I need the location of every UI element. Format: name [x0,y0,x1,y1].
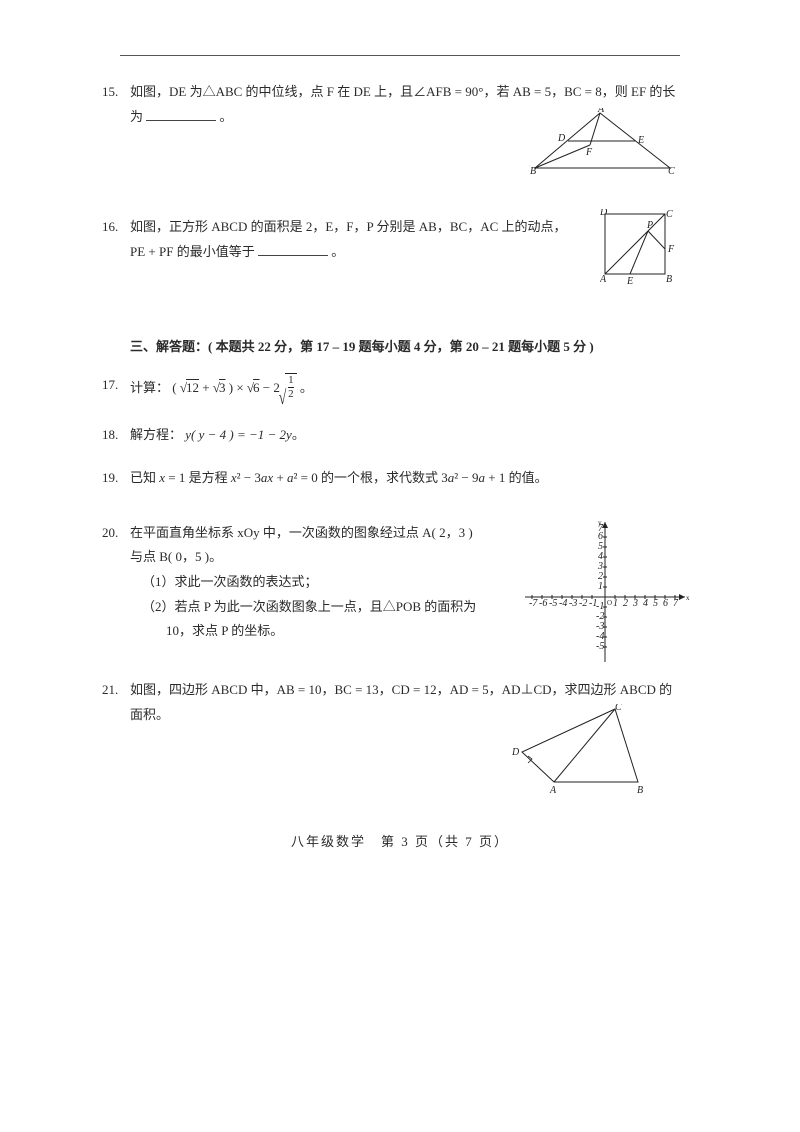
svg-text:E: E [637,135,644,146]
answer-blank [146,107,216,121]
page-footer: 八年级数学 第 3 页（共 7 页） [0,830,800,855]
subpart-2b: 10，求点 P 的坐标。 [130,619,500,644]
section-heading: 三、解答题：( 本题共 22 分，第 17 – 19 题每小题 4 分，第 20… [130,335,680,360]
svg-text:5: 5 [598,541,603,552]
svg-text:-6: -6 [539,598,547,609]
svg-text:1: 1 [613,598,618,609]
problem-number: 16. [102,215,118,240]
svg-text:5: 5 [653,598,658,609]
problem-text-line2: 与点 B( 0，5 )。 [130,545,500,570]
problem-number: 17. [102,373,118,398]
svg-text:2: 2 [598,571,603,582]
problem-number: 20. [102,521,118,546]
svg-text:B: B [637,785,643,796]
answer-blank [258,242,328,256]
svg-text:2: 2 [623,598,628,609]
problem-19: 19. 已知 x = 1 是方程 x² − 3ax + a² = 0 的一个根，… [130,466,680,491]
expression: y( y − 4 ) = −1 − 2y。 [185,427,305,442]
svg-text:4: 4 [643,598,648,609]
svg-text:C: C [615,704,622,713]
problem-21: 21. 如图，四边形 ABCD 中，AB = 10，BC = 13，CD = 1… [130,678,680,727]
svg-text:B: B [530,166,536,177]
svg-text:D: D [511,747,520,758]
problem-number: 19. [102,466,118,491]
svg-text:D: D [600,209,608,218]
page: 15. 如图，DE 为△ABC 的中位线，点 F 在 DE 上，且∠AFB = … [0,0,800,1132]
top-rule [120,55,680,56]
svg-text:-5: -5 [549,598,557,609]
problem-16: 16. 如图，正方形 ABCD 的面积是 2，E，F，P 分别是 AB，BC，A… [130,215,680,306]
problem-18: 18. 解方程： y( y − 4 ) = −1 − 2y。 [130,423,680,448]
svg-text:A: A [597,108,605,115]
svg-text:1: 1 [598,581,603,592]
svg-text:-2: -2 [579,598,587,609]
problem-text: 已知 x = 1 是方程 x² − 3ax + a² = 0 的一个根，求代数式… [130,470,548,485]
problem-text-line1: 如图，正方形 ABCD 的面积是 2，E，F，P 分别是 AB，BC，AC 上的… [130,215,680,240]
svg-text:-4: -4 [559,598,567,609]
svg-text:C: C [666,209,673,220]
svg-text:4: 4 [598,551,603,562]
problem-text-line2: PE + PF 的最小值等于 。 [130,240,680,265]
svg-text:C: C [668,166,675,177]
svg-text:B: B [666,274,672,285]
svg-text:7: 7 [598,523,604,534]
svg-text:P: P [646,220,653,231]
svg-text:3: 3 [597,561,603,572]
svg-text:O: O [607,599,612,607]
problem-20: 20. 在平面直角坐标系 xOy 中，一次函数的图象经过点 A( 2，3 ) 与… [130,521,680,644]
problem-15: 15. 如图，DE 为△ABC 的中位线，点 F 在 DE 上，且∠AFB = … [130,80,680,189]
svg-text:6: 6 [663,598,668,609]
svg-text:D: D [557,133,566,144]
svg-text:7: 7 [673,598,679,609]
svg-text:E: E [626,276,633,287]
solve-label: 解方程： [130,427,182,442]
problem-text-line1: 在平面直角坐标系 xOy 中，一次函数的图象经过点 A( 2，3 ) [130,521,500,546]
svg-text:A: A [600,274,607,285]
figure-q20: x y O -7-6-5 -4-3-2 -1 123 456 7 123 456… [520,517,690,676]
problem-text-line1: 如图，四边形 ABCD 中，AB = 10，BC = 13，CD = 12，AD… [130,678,680,703]
problem-number: 15. [102,80,118,105]
svg-text:A: A [549,785,557,796]
subpart-1: （1）求此一次函数的表达式； [130,570,500,595]
problem-number: 21. [102,678,118,703]
svg-text:F: F [667,244,675,255]
svg-text:F: F [585,147,593,158]
subpart-2a: （2）若点 P 为此一次函数图象上一点，且△POB 的面积为 [130,595,500,620]
figure-q21: A B C D [510,704,650,805]
svg-text:-7: -7 [529,598,538,609]
svg-text:-3: -3 [569,598,577,609]
problem-number: 18. [102,423,118,448]
figure-q16: D C A B E F P [600,209,680,296]
figure-q15: A B C D E F [530,108,680,187]
svg-text:3: 3 [632,598,638,609]
expression: ( 12 + 3 ) × 6 − 2 √ 1 2 。 [172,380,313,395]
problem-text-line1: 如图，DE 为△ABC 的中位线，点 F 在 DE 上，且∠AFB = 90°，… [130,80,680,105]
problem-17: 17. 计算： ( 12 + 3 ) × 6 − 2 √ 1 2 。 [130,373,680,405]
calc-label: 计算： [130,380,169,395]
svg-text:x: x [686,594,690,602]
